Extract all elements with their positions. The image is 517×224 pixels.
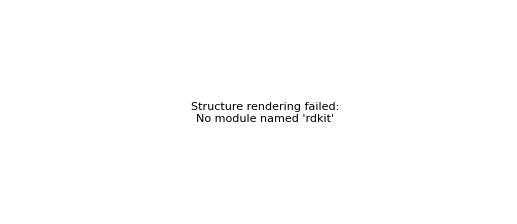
Text: Structure rendering failed:
No module named 'rdkit': Structure rendering failed: No module na… [191,102,339,124]
